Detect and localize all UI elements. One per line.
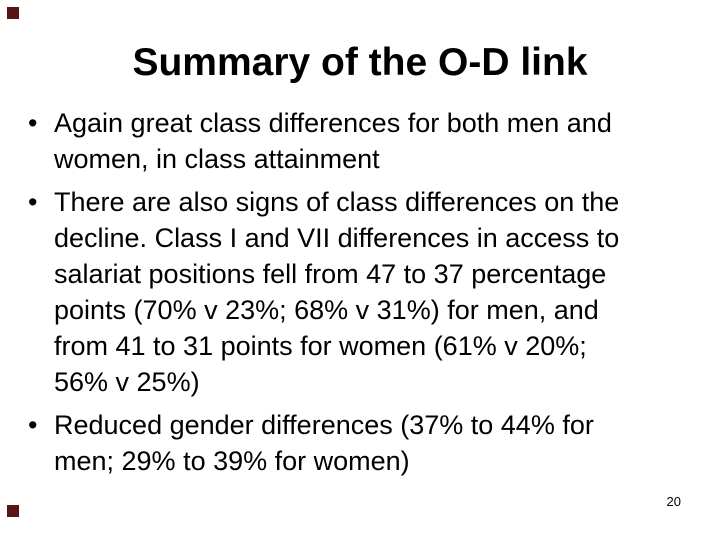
decor-square-bottom-left-icon xyxy=(7,505,19,517)
bullet-icon: • xyxy=(28,108,38,138)
bullet-text: There are also signs of class difference… xyxy=(54,187,620,397)
page-number: 20 xyxy=(666,494,681,509)
decor-square-top-left-icon xyxy=(7,7,19,19)
bullet-text: Again great class differences for both m… xyxy=(54,108,612,174)
bullet-text: Reduced gender differences (37% to 44% f… xyxy=(54,410,594,476)
bullet-item: • Again great class differences for both… xyxy=(28,105,716,177)
slide-title: Summary of the O-D link xyxy=(132,41,588,84)
bullet-icon: • xyxy=(28,187,38,217)
bullet-item: • Reduced gender differences (37% to 44%… xyxy=(28,407,716,479)
bullet-item: • There are also signs of class differen… xyxy=(28,184,716,400)
bullet-icon: • xyxy=(28,410,38,440)
bullet-list: • Again great class differences for both… xyxy=(28,105,716,486)
